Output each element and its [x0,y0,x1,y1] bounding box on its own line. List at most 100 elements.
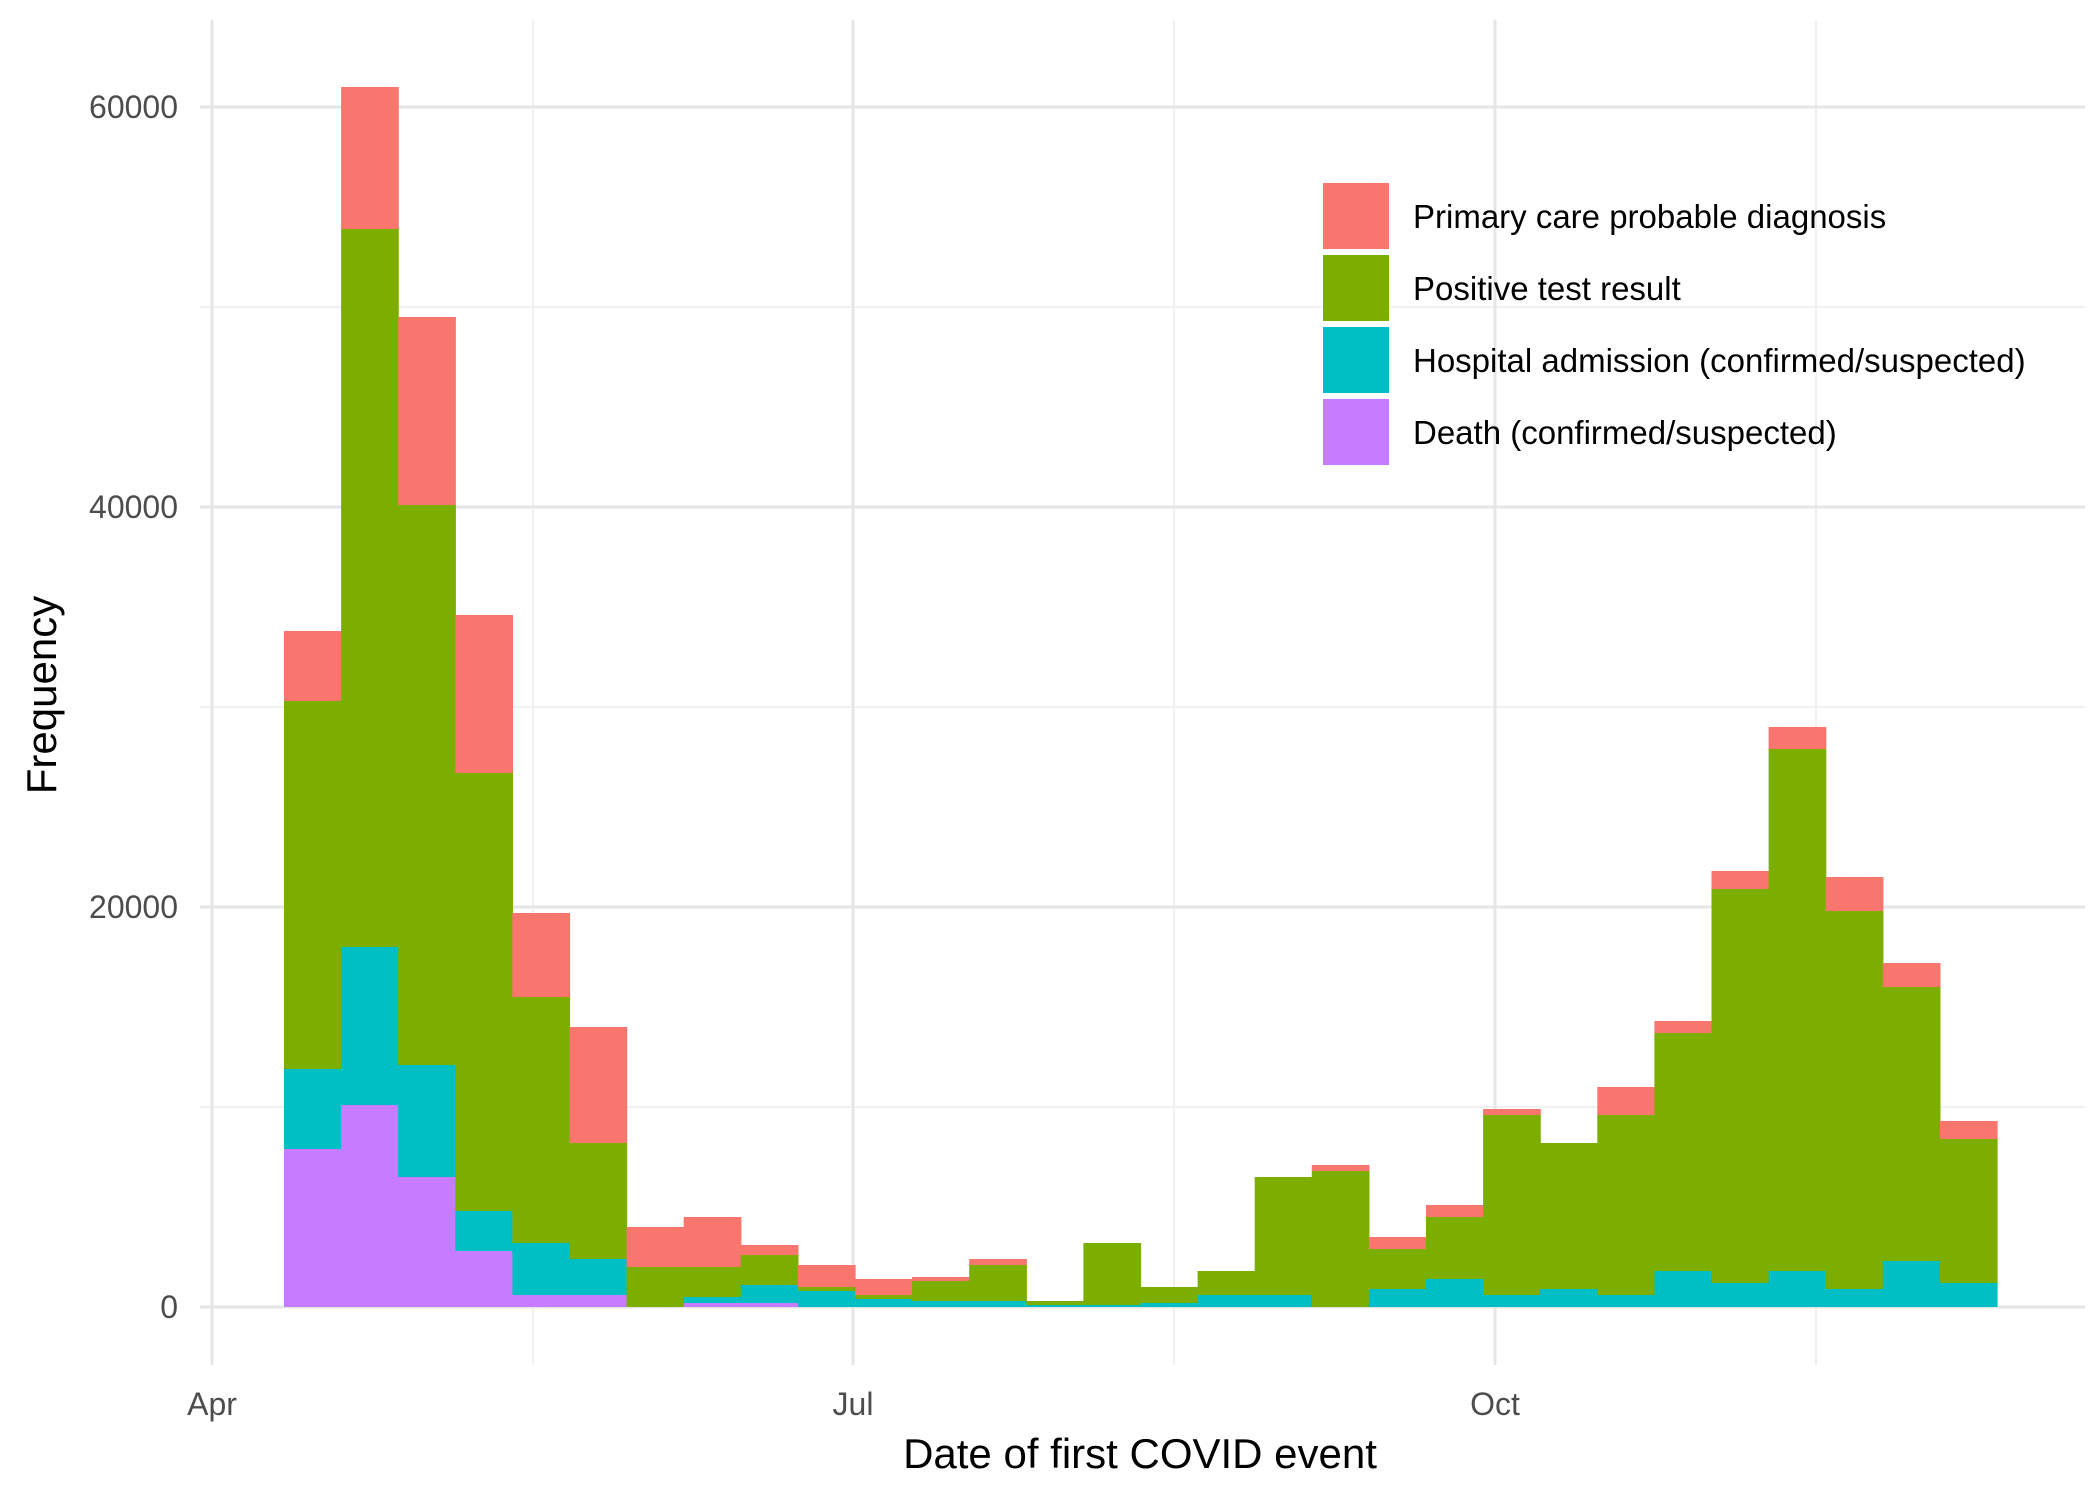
bar-segment-hospital-admission-confirmed-suspected [683,1297,742,1303]
bar-segment-hospital-admission-confirmed-suspected [512,1243,571,1295]
bar-segment-hospital-admission-confirmed-suspected [1711,1283,1770,1307]
bar-segment-hospital-admission-confirmed-suspected [341,947,399,1105]
bar-segment-death-confirmed-suspected [683,1303,742,1307]
bar-segment-positive-test-result [740,1255,799,1285]
bar-segment-death-confirmed-suspected [569,1295,628,1307]
bar-segment-hospital-admission-confirmed-suspected [398,1065,456,1177]
bar-segment-hospital-admission-confirmed-suspected [284,1069,342,1149]
bar-segment-positive-test-result [683,1267,742,1297]
bar-segment-hospital-admission-confirmed-suspected [855,1299,913,1307]
bar-segment-positive-test-result [284,701,342,1069]
y-tick-label: 0 [160,1289,178,1325]
bar-segment-hospital-admission-confirmed-suspected [1026,1305,1084,1307]
bar-segment-positive-test-result [912,1281,970,1301]
bar-segment-primary-care-probable-diagnosis [855,1279,913,1295]
bar-segment-primary-care-probable-diagnosis [912,1277,970,1281]
bar-segment-hospital-admission-confirmed-suspected [1083,1305,1142,1307]
bar-segment-positive-test-result [1140,1287,1199,1303]
legend-label: Primary care probable diagnosis [1413,198,1886,235]
bar-segment-hospital-admission-confirmed-suspected [1882,1261,1941,1307]
bar-segment-hospital-admission-confirmed-suspected [1483,1295,1541,1307]
bar-segment-positive-test-result [398,505,456,1065]
bar-segment-positive-test-result [1597,1115,1655,1295]
bar-segment-positive-test-result [1197,1271,1256,1295]
bar-segment-positive-test-result [1939,1139,1998,1283]
x-tick-label: Apr [187,1386,237,1422]
bar-segment-primary-care-probable-diagnosis [569,1027,628,1143]
bar-segment-hospital-admission-confirmed-suspected [1597,1295,1655,1307]
x-axis-title: Date of first COVID event [903,1430,1377,1477]
bar-segment-hospital-admission-confirmed-suspected [1540,1289,1598,1307]
bar-segment-positive-test-result [1426,1217,1484,1279]
bar-segment-positive-test-result [569,1143,628,1259]
bar-segment-primary-care-probable-diagnosis [1939,1121,1998,1139]
y-tick-label: 60000 [89,89,178,125]
bar-segment-positive-test-result [1311,1171,1370,1307]
bar-segment-hospital-admission-confirmed-suspected [1197,1295,1256,1307]
bar-segment-hospital-admission-confirmed-suspected [455,1211,513,1251]
bar-segment-hospital-admission-confirmed-suspected [1140,1303,1199,1307]
bar-segment-positive-test-result [1368,1249,1427,1289]
bar-segment-primary-care-probable-diagnosis [398,317,456,505]
bar-segment-hospital-admission-confirmed-suspected [1768,1271,1827,1307]
legend-label: Hospital admission (confirmed/suspected) [1413,342,2026,379]
bar-segment-positive-test-result [1540,1143,1598,1289]
bar-segment-hospital-admission-confirmed-suspected [1825,1289,1884,1307]
bar-segment-positive-test-result [1882,987,1941,1261]
bar-segment-death-confirmed-suspected [455,1251,513,1307]
bar-segment-primary-care-probable-diagnosis [797,1265,856,1287]
bar-segment-primary-care-probable-diagnosis [341,87,399,229]
bar-segment-primary-care-probable-diagnosis [1426,1205,1484,1217]
bar-segment-primary-care-probable-diagnosis [1311,1165,1370,1171]
legend-swatch [1323,255,1389,321]
bar-segment-primary-care-probable-diagnosis [1597,1087,1655,1115]
bar-segment-positive-test-result [969,1265,1027,1301]
bar-segment-positive-test-result [1254,1177,1313,1295]
bar-segment-primary-care-probable-diagnosis [1483,1109,1541,1115]
bar-segment-primary-care-probable-diagnosis [626,1227,685,1267]
bar-segment-positive-test-result [1825,911,1884,1289]
x-tick-label: Oct [1470,1386,1520,1422]
legend: Primary care probable diagnosis Positive … [1323,183,2026,465]
bar-segment-positive-test-result [341,229,399,947]
legend-swatch [1323,327,1389,393]
bar-segment-positive-test-result [1026,1301,1084,1305]
bar-segment-hospital-admission-confirmed-suspected [569,1259,628,1295]
bar-segment-hospital-admission-confirmed-suspected [797,1291,856,1307]
bar-segment-death-confirmed-suspected [341,1105,399,1307]
y-tick-label: 20000 [89,889,178,925]
bar-segment-primary-care-probable-diagnosis [683,1217,742,1267]
bar-segment-primary-care-probable-diagnosis [512,913,571,997]
bar-segment-positive-test-result [1083,1243,1142,1305]
legend-swatch [1323,183,1389,249]
bar-segment-positive-test-result [1654,1033,1713,1271]
bar-segment-hospital-admission-confirmed-suspected [912,1301,970,1307]
bar-segment-death-confirmed-suspected [740,1303,799,1307]
bars-layer [284,87,1998,1307]
bar-segment-death-confirmed-suspected [512,1295,571,1307]
bar-segment-hospital-admission-confirmed-suspected [1426,1279,1484,1307]
bar-segment-primary-care-probable-diagnosis [1825,877,1884,911]
bar-segment-positive-test-result [455,773,513,1211]
bar-segment-primary-care-probable-diagnosis [1882,963,1941,987]
bar-segment-primary-care-probable-diagnosis [284,631,342,701]
bar-segment-positive-test-result [1768,749,1827,1271]
bar-segment-positive-test-result [797,1287,856,1291]
bar-segment-positive-test-result [1711,889,1770,1283]
bar-segment-positive-test-result [1483,1115,1541,1295]
bar-segment-hospital-admission-confirmed-suspected [1254,1295,1313,1307]
bar-segment-primary-care-probable-diagnosis [1768,727,1827,749]
bar-segment-primary-care-probable-diagnosis [1711,871,1770,889]
ticks-layer: 0 20000 40000 60000 Apr Jul Oct [89,89,1520,1422]
legend-label: Death (confirmed/suspected) [1413,414,1837,451]
legend-swatch [1323,399,1389,465]
legend-label: Positive test result [1413,270,1681,307]
bar-segment-hospital-admission-confirmed-suspected [740,1285,799,1303]
bar-segment-hospital-admission-confirmed-suspected [1368,1289,1427,1307]
y-axis-title: Frequency [18,596,65,794]
bar-segment-primary-care-probable-diagnosis [740,1245,799,1255]
bar-segment-primary-care-probable-diagnosis [969,1259,1027,1265]
bar-segment-hospital-admission-confirmed-suspected [1654,1271,1713,1307]
